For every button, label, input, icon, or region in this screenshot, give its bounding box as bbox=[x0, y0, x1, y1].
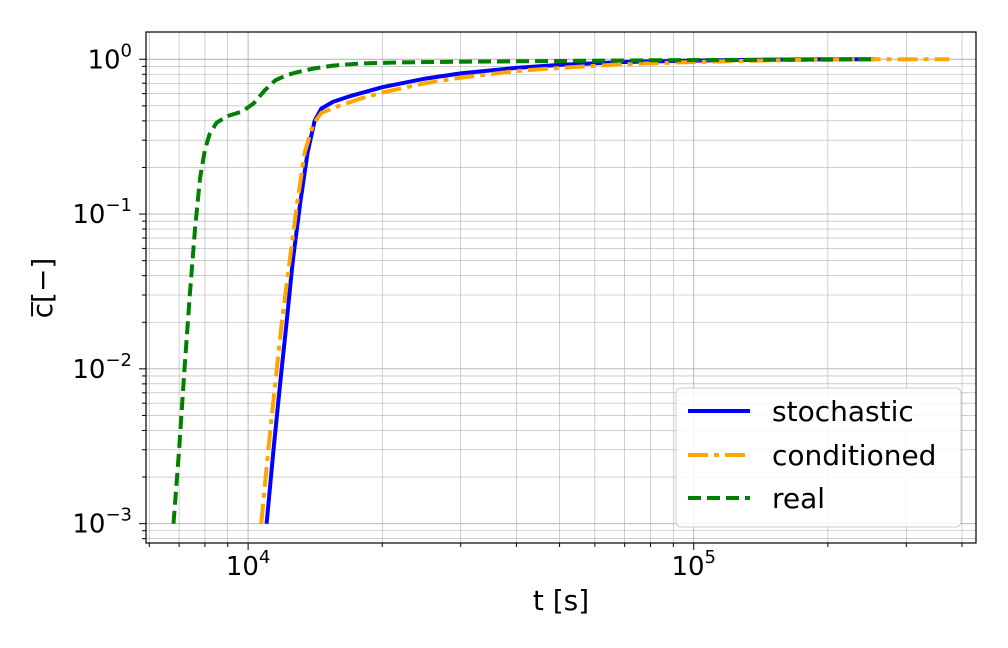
y-tick-label: 10−3 bbox=[72, 505, 132, 540]
y-axis-title: c̅[−] bbox=[26, 258, 59, 319]
y-tick-label: 10−2 bbox=[72, 350, 132, 385]
y-tick-label: 100 bbox=[87, 40, 132, 75]
x-tick-label: 104 bbox=[226, 547, 271, 582]
legend: stochastic conditioned real bbox=[675, 387, 962, 528]
x-axis-title: t [s] bbox=[533, 584, 589, 617]
legend-box bbox=[675, 387, 962, 528]
y-tick-label: 10−1 bbox=[72, 195, 132, 230]
plot-frame bbox=[145, 31, 977, 544]
ticks bbox=[139, 58, 963, 550]
series-line-real bbox=[171, 57, 872, 524]
series-line-conditioned bbox=[259, 57, 950, 524]
x-tick-label: 105 bbox=[671, 547, 716, 582]
legend-label-stochastic: stochastic bbox=[772, 395, 914, 428]
series-layer bbox=[171, 57, 950, 524]
legend-label-real: real bbox=[772, 482, 825, 515]
legend-label-conditioned: conditioned bbox=[772, 439, 936, 472]
tick-labels: 104 105 100 10−1 10−2 10−3 bbox=[72, 40, 716, 582]
